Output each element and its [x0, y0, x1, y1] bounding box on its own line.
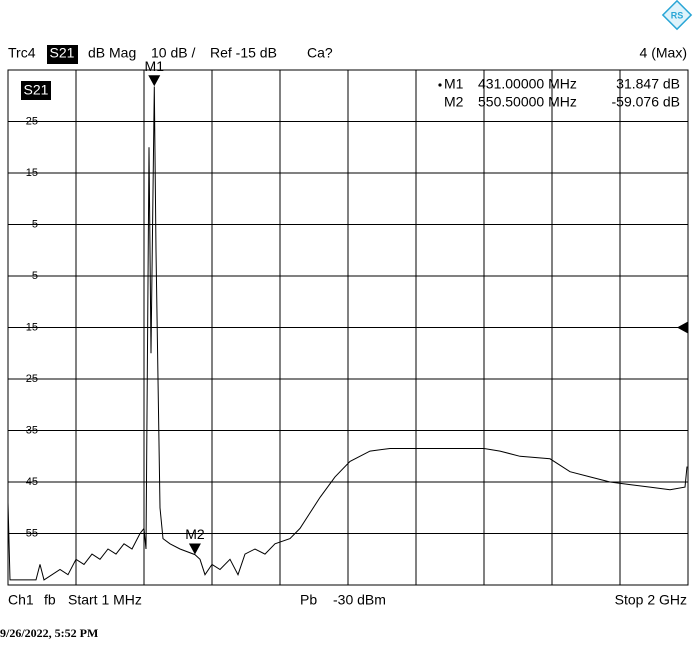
- y-tick-label: -5: [28, 270, 38, 282]
- logo: RS: [661, 0, 693, 31]
- header-format: dB Mag: [88, 45, 136, 61]
- marker-triangle: [188, 543, 201, 555]
- y-tick-label: -15: [22, 321, 38, 333]
- footer-stop: Stop 2 GHz: [615, 592, 687, 608]
- y-tick-label: 25: [26, 115, 38, 127]
- trace-label: S21: [24, 82, 49, 98]
- y-tick-label: -45: [22, 476, 38, 488]
- footer-start: Start 1 MHz: [68, 592, 142, 608]
- header-ref: Ref -15 dB: [210, 45, 277, 61]
- trace: [7, 86, 688, 581]
- marker-table-x: 431.00000 MHz: [478, 76, 577, 92]
- param-box: [47, 45, 78, 64]
- marker-table-y: 31.847 dB: [616, 76, 680, 92]
- y-tick-label: 5: [32, 218, 38, 230]
- timestamp: 9/26/2022, 5:52 PM: [0, 626, 98, 640]
- active-marker-dot: [438, 83, 442, 87]
- footer-channel: Ch1: [8, 592, 34, 608]
- trace-label-box: [21, 81, 51, 100]
- marker-label: M2: [185, 526, 205, 542]
- header-mode: 4 (Max): [640, 45, 687, 61]
- marker-triangle: [148, 75, 161, 87]
- marker-table-y: -59.076 dB: [612, 94, 681, 110]
- header-cal: Ca?: [307, 45, 333, 61]
- footer-fb: fb: [44, 592, 56, 608]
- svg-text:RS: RS: [671, 10, 684, 20]
- marker-table-name: M2: [444, 94, 464, 110]
- footer-pb: Pb: [300, 592, 317, 608]
- y-tick-label: -55: [22, 527, 38, 539]
- marker-table-x: 550.50000 MHz: [478, 94, 577, 110]
- header-trace: Trc4: [8, 45, 36, 61]
- marker-table-name: M1: [444, 76, 464, 92]
- footer-power: -30 dBm: [333, 592, 386, 608]
- header-param: S21: [50, 45, 75, 61]
- y-tick-label: 15: [26, 167, 38, 179]
- y-tick-label: -35: [22, 424, 38, 436]
- plot: [8, 70, 688, 585]
- header-scale: 10 dB /: [151, 45, 195, 61]
- y-tick-label: -25: [22, 373, 38, 385]
- marker-label: M1: [145, 58, 165, 74]
- ref-level-arrow: [677, 321, 688, 334]
